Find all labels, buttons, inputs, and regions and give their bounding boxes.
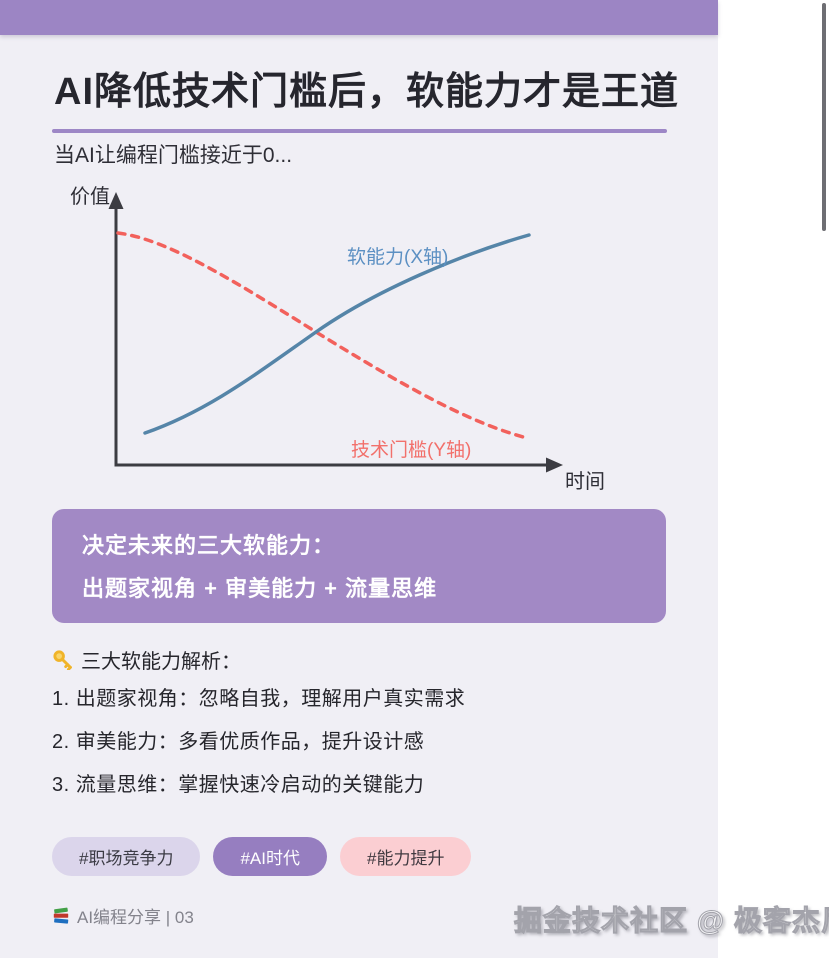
y-axis-arrow-icon xyxy=(108,192,124,209)
analysis-list: 1. 出题家视角：忽略自我，理解用户真实需求 2. 审美能力：多看优质作品，提升… xyxy=(52,686,465,815)
x-axis-arrow-icon xyxy=(546,457,563,473)
tag-pill-ai-era[interactable]: #AI时代 xyxy=(213,837,327,876)
scrollbar-thumb[interactable] xyxy=(822,3,826,231)
analysis-heading: 三大软能力解析： xyxy=(81,651,241,673)
soft-skill-curve-label: 软能力(X轴) xyxy=(347,246,448,268)
analysis-heading-row: 三大软能力解析： xyxy=(52,645,241,674)
key-icon xyxy=(53,650,72,670)
tech-barrier-curve xyxy=(116,231,529,440)
series-label: AI编程分享 | 03 xyxy=(77,908,194,927)
page-title: AI降低技术门槛后，软能力才是王道 xyxy=(54,71,680,113)
subtitle: 当AI让编程门槛接近于0... xyxy=(54,144,293,167)
highlight-formula: 出题家视角 + 审美能力 + 流量思维 xyxy=(82,576,438,601)
books-icon xyxy=(53,907,69,924)
top-accent-bar xyxy=(0,0,718,35)
soft-skill-curve xyxy=(143,233,531,435)
tag-pill-career-competitiveness[interactable]: #职场竞争力 xyxy=(52,837,201,876)
highlight-heading: 决定未来的三大软能力： xyxy=(82,533,336,558)
value-time-chart: 价值 时间 软能力(X轴) 技术门槛(Y轴) xyxy=(70,185,605,493)
title-underline xyxy=(52,129,667,133)
series-footer: AI编程分享 | 03 xyxy=(52,903,194,928)
watermark: 掘金技术社区 @ 极客杰尼 xyxy=(514,905,829,937)
tag-pill-skill-improvement[interactable]: #能力提升 xyxy=(340,837,472,876)
list-item: 2. 审美能力：多看优质作品，提升设计感 xyxy=(52,731,425,753)
tag-row: #职场竞争力 #AI时代 #能力提升 xyxy=(52,837,472,876)
tech-barrier-curve-label: 技术门槛(Y轴) xyxy=(351,439,471,461)
content-column: AI降低技术门槛后，软能力才是王道 当AI让编程门槛接近于0... 价值 时间 … xyxy=(0,0,718,958)
list-item: 1. 出题家视角：忽略自我，理解用户真实需求 xyxy=(52,688,466,710)
list-item: 3. 流量思维：掌握快速冷启动的关键能力 xyxy=(52,774,425,796)
highlight-box: 决定未来的三大软能力： 出题家视角 + 审美能力 + 流量思维 xyxy=(52,509,666,623)
y-axis-label: 价值 xyxy=(70,185,110,208)
x-axis-label: 时间 xyxy=(565,470,605,493)
